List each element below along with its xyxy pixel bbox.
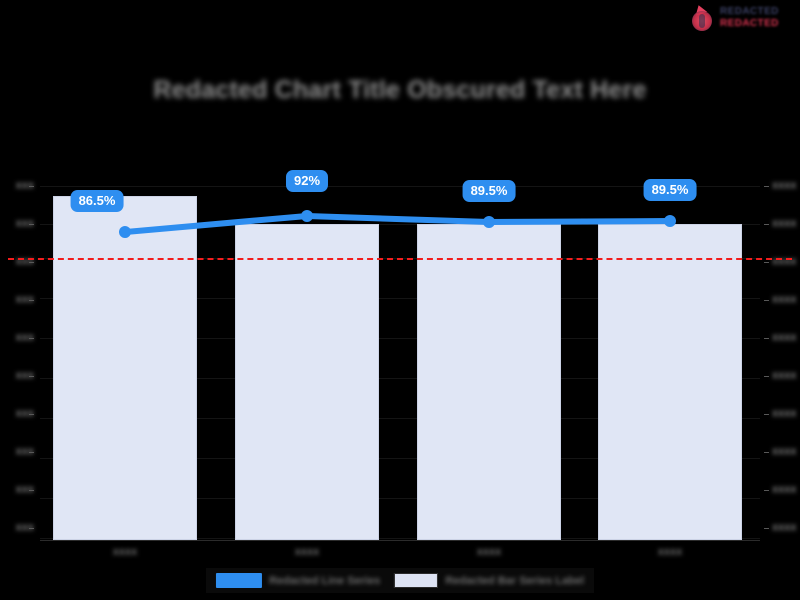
y-tick-mark-left <box>29 376 34 377</box>
y-tick-left-1: xxx <box>15 179 34 192</box>
data-label-1: 86.5% <box>70 190 124 212</box>
bar-4[interactable] <box>598 224 742 540</box>
y-tick-right-5: xxxx <box>772 331 797 344</box>
legend-swatch-bar-icon <box>394 573 439 588</box>
bar-2[interactable] <box>235 224 379 540</box>
y-tick-left-10: xxx <box>15 521 34 534</box>
legend-item-bar[interactable]: Redacted Bar Series Label <box>394 573 584 588</box>
legend-label-line: Redacted Line Series <box>268 574 381 587</box>
y-tick-right-4: xxxx <box>772 293 797 306</box>
brand-logo: REDACTED REDACTED <box>690 3 794 32</box>
y-tick-left-2: xxx <box>15 217 34 230</box>
y-tick-mark-right <box>764 186 769 187</box>
chart-legend: Redacted Line Series Redacted Bar Series… <box>205 568 595 593</box>
chart-title: Redacted Chart Title Obscured Text Here <box>153 76 647 104</box>
y-tick-mark-left <box>29 452 34 453</box>
data-label-3: 89.5% <box>462 180 516 202</box>
gridline <box>40 338 760 339</box>
y-tick-mark-right <box>764 376 769 377</box>
bar-1[interactable] <box>53 196 197 540</box>
y-tick-right-1: xxxx <box>772 179 797 192</box>
gridline <box>40 298 760 299</box>
y-tick-mark-left <box>29 300 34 301</box>
line-marker-2[interactable] <box>301 210 313 222</box>
y-axis-right: xxxx xxxx xxxx xxxx xxxx xxxx xxxx xxxx xxxx xxxx <box>764 178 800 540</box>
gridline <box>40 186 760 187</box>
x-axis-label-2: xxxx <box>294 546 320 558</box>
y-tick-mark-left <box>29 186 34 187</box>
gridline <box>40 538 760 539</box>
y-tick-mark-right <box>764 300 769 301</box>
y-tick-right-2: xxxx <box>772 217 797 230</box>
y-tick-left-6: xxx <box>15 369 34 382</box>
y-tick-left-7: xxx <box>15 407 34 420</box>
y-tick-mark-right <box>764 224 769 225</box>
y-tick-mark-right <box>764 338 769 339</box>
legend-label-bar: Redacted Bar Series Label <box>445 574 585 587</box>
legend-item-line[interactable]: Redacted Line Series <box>215 573 381 588</box>
y-tick-mark-left <box>29 414 34 415</box>
y-tick-mark-right <box>764 452 769 453</box>
y-tick-mark-left <box>29 262 34 263</box>
y-tick-right-9: xxxx <box>772 483 797 496</box>
y-tick-left-3: xxx <box>15 255 34 268</box>
y-axis-left: xxx xxx xxx xxx xxx xxx xxx xxx xxx xxx <box>0 178 34 540</box>
gridline <box>40 498 760 499</box>
y-tick-mark-left <box>29 490 34 491</box>
y-tick-mark-left <box>29 224 34 225</box>
y-tick-mark-right <box>764 490 769 491</box>
reference-line <box>8 258 792 260</box>
y-tick-mark-left <box>29 338 34 339</box>
y-tick-right-7: xxxx <box>772 407 797 420</box>
y-tick-left-8: xxx <box>15 445 34 458</box>
plot-area: 86.5% 92% 89.5% 89.5% <box>8 170 792 540</box>
x-axis-line <box>40 540 760 541</box>
x-axis-label-1: xxxx <box>112 546 138 558</box>
legend-swatch-line-icon <box>215 573 262 588</box>
y-tick-left-5: xxx <box>15 331 34 344</box>
y-tick-right-10: xxxx <box>772 521 797 534</box>
gridline <box>40 378 760 379</box>
y-tick-mark-left <box>29 528 34 529</box>
gridline <box>40 418 760 419</box>
y-tick-left-4: xxx <box>15 293 34 306</box>
data-label-4: 89.5% <box>643 179 697 201</box>
y-tick-mark-right <box>764 528 769 529</box>
gridline <box>40 458 760 459</box>
y-tick-right-3: xxxx <box>772 255 797 268</box>
logo-wordmark-line1: REDACTED <box>720 6 779 17</box>
y-tick-mark-right <box>764 414 769 415</box>
y-tick-right-6: xxxx <box>772 369 797 382</box>
logo-wordmark-line2: REDACTED <box>720 18 779 29</box>
y-tick-mark-right <box>764 262 769 263</box>
y-tick-right-8: xxxx <box>772 445 797 458</box>
plot-inner: 86.5% 92% 89.5% 89.5% <box>8 170 792 540</box>
x-axis-label-4: xxxx <box>657 546 683 558</box>
logo-mark-icon <box>690 3 716 31</box>
bar-3[interactable] <box>417 224 561 540</box>
logo-wordmark: REDACTED REDACTED <box>720 7 779 29</box>
data-label-2: 92% <box>285 170 329 192</box>
x-axis-label-3: xxxx <box>476 546 502 558</box>
y-tick-left-9: xxx <box>15 483 34 496</box>
